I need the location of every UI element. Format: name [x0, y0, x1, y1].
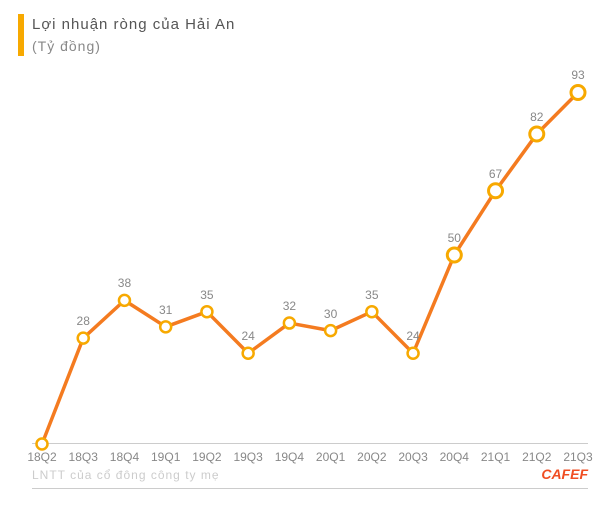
x-axis-label: 19Q2 — [192, 450, 221, 464]
data-label: 93 — [571, 68, 584, 82]
x-axis-label: 21Q1 — [481, 450, 510, 464]
data-label: 28 — [77, 314, 90, 328]
data-marker — [489, 184, 503, 198]
data-marker — [284, 318, 295, 329]
plot-area — [32, 66, 588, 444]
x-axis-label: 21Q3 — [563, 450, 592, 464]
x-axis-label: 21Q2 — [522, 450, 551, 464]
data-label: 35 — [200, 288, 213, 302]
x-axis-label: 20Q1 — [316, 450, 345, 464]
x-axis-label: 19Q4 — [275, 450, 304, 464]
chart-subtitle: (Tỷ đồng) — [32, 38, 101, 54]
x-axis-label: 19Q3 — [233, 450, 262, 464]
data-label: 30 — [324, 307, 337, 321]
data-marker — [571, 85, 585, 99]
data-marker — [530, 127, 544, 141]
footer-note: LNTT của cổ đông công ty mẹ — [32, 468, 220, 482]
footer-rule — [32, 488, 588, 489]
data-marker — [243, 348, 254, 359]
chart-container: Lợi nhuận ròng của Hải An (Tỷ đồng) LNTT… — [0, 0, 608, 508]
data-marker — [201, 306, 212, 317]
data-label: 35 — [365, 288, 378, 302]
data-label: 50 — [448, 231, 461, 245]
data-label: 38 — [118, 276, 131, 290]
footer-logo: CAFEF — [541, 466, 588, 482]
x-axis-label: 20Q4 — [440, 450, 469, 464]
data-marker — [78, 333, 89, 344]
data-marker — [447, 248, 461, 262]
data-label: 24 — [406, 329, 419, 343]
accent-bar — [18, 14, 24, 56]
line-chart-svg — [32, 66, 588, 444]
x-axis-label: 18Q3 — [69, 450, 98, 464]
data-marker — [119, 295, 130, 306]
data-marker — [37, 439, 48, 450]
x-axis-label: 18Q2 — [27, 450, 56, 464]
chart-title: Lợi nhuận ròng của Hải An — [32, 16, 235, 33]
x-axis-label: 20Q2 — [357, 450, 386, 464]
data-label: 82 — [530, 110, 543, 124]
data-label: 24 — [241, 329, 254, 343]
data-label: 67 — [489, 167, 502, 181]
x-axis-label: 18Q4 — [110, 450, 139, 464]
x-axis-label: 19Q1 — [151, 450, 180, 464]
data-label: 32 — [283, 299, 296, 313]
data-marker — [366, 306, 377, 317]
series-line — [42, 92, 578, 444]
data-marker — [325, 325, 336, 336]
data-marker — [408, 348, 419, 359]
data-label: 31 — [159, 303, 172, 317]
x-axis-label: 20Q3 — [398, 450, 427, 464]
data-marker — [160, 321, 171, 332]
